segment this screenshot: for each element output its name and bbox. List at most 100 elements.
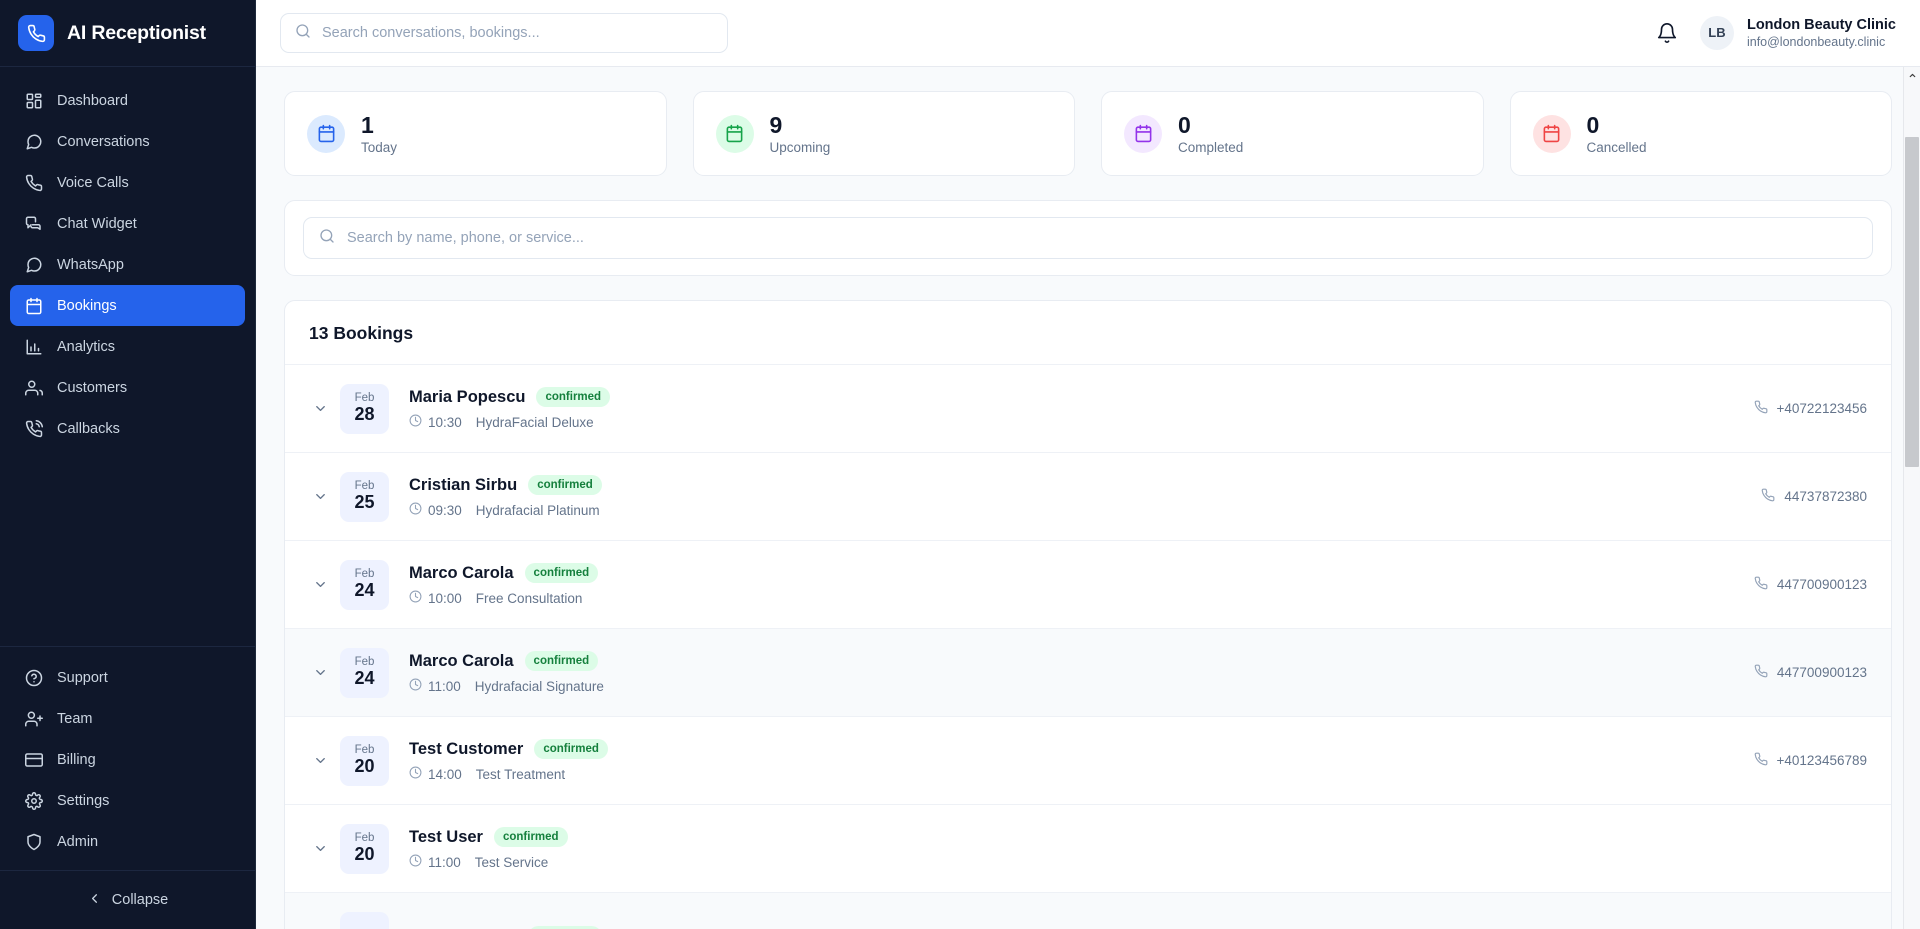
stat-label: Upcoming: [769, 140, 831, 156]
date-day: 24: [354, 668, 375, 689]
calendar-icon: [307, 114, 345, 153]
chevron-down-icon[interactable]: [309, 665, 331, 680]
phone-icon: [1754, 664, 1768, 681]
booking-phone[interactable]: 44737872380: [1761, 488, 1867, 505]
status-badge: confirmed: [524, 650, 599, 672]
phone-ring-icon: [24, 419, 43, 438]
table-row[interactable]: Feb 24 Marco Carola confirmed: [285, 628, 1891, 716]
clock-icon: [409, 678, 422, 694]
collapse-sidebar-button[interactable]: Collapse: [10, 881, 245, 919]
booking-phone[interactable]: 447700900123: [1754, 664, 1867, 681]
table-row[interactable]: Feb 25 Cristian Sirbu confirmed: [285, 452, 1891, 540]
users-icon: [24, 378, 43, 397]
main-area: LB London Beauty Clinic info@londonbeaut…: [256, 0, 1920, 929]
booking-service: HydraFacial Deluxe: [475, 414, 594, 430]
search-icon: [319, 228, 335, 249]
sidebar-item-team[interactable]: Team: [10, 698, 245, 739]
stat-value: 0: [1178, 111, 1191, 138]
booking-time: 14:00: [409, 766, 462, 782]
date-month: Feb: [354, 831, 375, 844]
sidebar-item-support[interactable]: Support: [10, 657, 245, 698]
chevron-down-icon[interactable]: [309, 401, 331, 416]
sidebar-item-chat-widget[interactable]: Chat Widget: [10, 203, 245, 244]
bookings-search[interactable]: [303, 217, 1873, 259]
status-badge: confirmed: [536, 386, 611, 408]
sidebar-item-label: Conversations: [57, 133, 150, 150]
sidebar-item-admin[interactable]: Admin: [10, 821, 245, 862]
booking-time-value: 10:30: [428, 414, 462, 430]
chat-bubbles-icon: [24, 214, 43, 233]
user-plus-icon: [24, 709, 43, 728]
account-text: London Beauty Clinic info@londonbeauty.c…: [1747, 16, 1896, 51]
chevron-down-icon[interactable]: [309, 577, 331, 592]
phone-number: +40722123456: [1776, 401, 1867, 416]
sidebar-item-label: Callbacks: [57, 420, 120, 437]
chat-icon: [24, 132, 43, 151]
sidebar-item-label: Support: [57, 669, 108, 686]
calendar-icon: [1124, 114, 1162, 153]
chevron-up-icon[interactable]: [1904, 67, 1920, 84]
booking-meta-line: 09:30 Hydrafacial Platinum: [409, 502, 602, 518]
sidebar-item-billing[interactable]: Billing: [10, 739, 245, 780]
phone-number: 447700900123: [1776, 577, 1867, 592]
chevron-down-icon[interactable]: [309, 841, 331, 856]
phone-icon: [1754, 752, 1768, 769]
chevron-down-icon[interactable]: [309, 753, 331, 768]
booking-time-value: 11:00: [428, 678, 461, 694]
sidebar-item-conversations[interactable]: Conversations: [10, 121, 245, 162]
table-row[interactable]: Feb Cristian Sirbu confirmed: [285, 892, 1891, 929]
sidebar-item-label: Admin: [57, 833, 99, 850]
sidebar-item-label: Chat Widget: [57, 215, 137, 232]
sidebar-item-callbacks[interactable]: Callbacks: [10, 408, 245, 449]
customer-name: Maria Popescu: [409, 387, 526, 406]
table-row[interactable]: Feb 20 Test User confirmed: [285, 804, 1891, 892]
sidebar-item-voice-calls[interactable]: Voice Calls: [10, 162, 245, 203]
sidebar-item-label: Analytics: [57, 338, 116, 355]
booking-phone[interactable]: +40123456789: [1754, 752, 1867, 769]
sidebar-item-analytics[interactable]: Analytics: [10, 326, 245, 367]
booking-phone[interactable]: 447700900123: [1754, 576, 1867, 593]
customer-name: Cristian Sirbu: [409, 927, 517, 929]
chevron-down-icon[interactable]: [309, 489, 331, 504]
customer-name: Test Customer: [409, 739, 524, 758]
booking-phone[interactable]: +40722123456: [1754, 400, 1867, 417]
table-row[interactable]: Feb 24 Marco Carola confirmed: [285, 540, 1891, 628]
table-row[interactable]: Feb 20 Test Customer confirmed: [285, 716, 1891, 804]
booking-title-line: Marco Carola confirmed: [409, 562, 599, 584]
page-scrollbar[interactable]: [1903, 67, 1920, 929]
sidebar-item-bookings[interactable]: Bookings: [10, 285, 245, 326]
sidebar-item-settings[interactable]: Settings: [10, 780, 245, 821]
sidebar-item-label: Voice Calls: [57, 174, 129, 191]
stat-label: Today: [361, 140, 398, 156]
status-badge: confirmed: [493, 826, 568, 848]
date-month: Feb: [354, 567, 375, 580]
sidebar-item-customers[interactable]: Customers: [10, 367, 245, 408]
stat-card-cancelled[interactable]: 0 Cancelled: [1509, 91, 1892, 176]
bell-icon[interactable]: [1656, 22, 1678, 44]
search-icon: [295, 23, 311, 44]
sidebar-item-dashboard[interactable]: Dashboard: [10, 80, 245, 121]
date-badge: Feb 20: [340, 823, 389, 874]
sidebar-bottom-nav: Support Team Billing: [0, 646, 255, 862]
table-row[interactable]: Feb 28 Maria Popescu confirmed: [285, 364, 1891, 452]
sidebar-item-label: Settings: [57, 792, 110, 809]
booking-info: Cristian Sirbu confirmed: [409, 926, 602, 929]
account-menu[interactable]: LB London Beauty Clinic info@londonbeaut…: [1699, 15, 1896, 51]
date-day: 25: [354, 492, 375, 513]
sidebar-spacer: [0, 449, 255, 646]
clock-icon: [409, 502, 422, 518]
stat-card-completed[interactable]: 0 Completed: [1101, 91, 1484, 176]
stat-card-today[interactable]: 1 Today: [284, 91, 667, 176]
scrollbar-thumb[interactable]: [1905, 137, 1919, 467]
booking-service: Hydrafacial Platinum: [475, 502, 600, 518]
sidebar-item-whatsapp[interactable]: WhatsApp: [10, 244, 245, 285]
sidebar-brand: AI Receptionist: [0, 0, 255, 67]
booking-meta-line: 11:00 Test Service: [409, 854, 568, 870]
stat-card-upcoming[interactable]: 9 Upcoming: [692, 91, 1075, 176]
bookings-search-input[interactable]: [347, 230, 1857, 246]
search-input[interactable]: [322, 25, 713, 41]
clock-icon: [409, 590, 422, 606]
global-search[interactable]: [280, 13, 728, 53]
chevron-down-icon[interactable]: [1904, 924, 1920, 929]
phone-icon: [1754, 400, 1768, 417]
